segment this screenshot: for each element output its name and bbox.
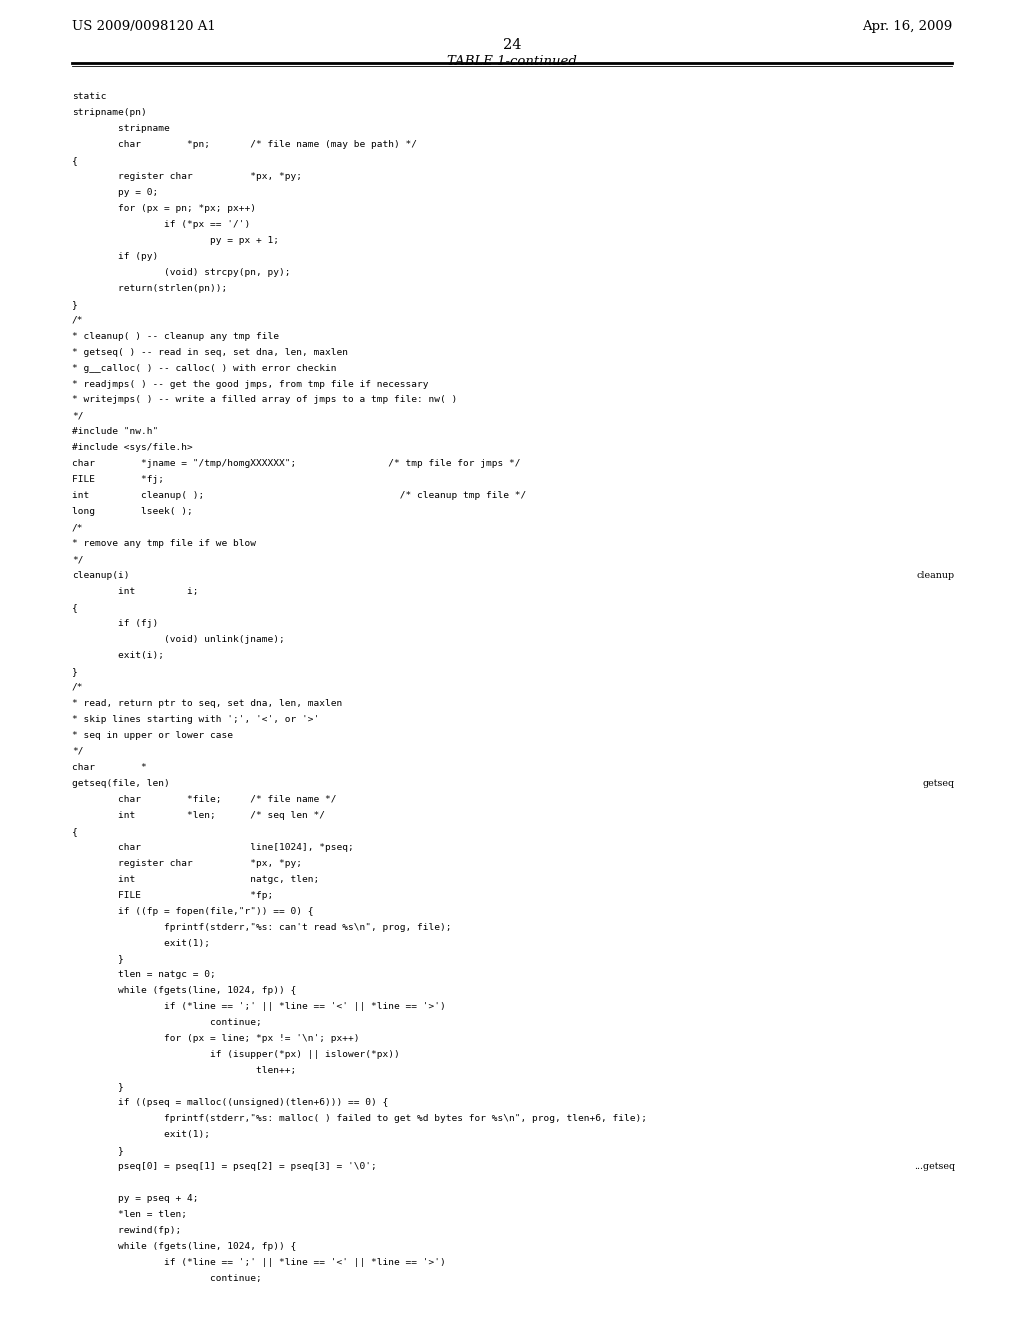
Text: * skip lines starting with ';', '<', or '>': * skip lines starting with ';', '<', or … [72,715,319,723]
Text: for (px = line; *px != '\n'; px++): for (px = line; *px != '\n'; px++) [72,1035,359,1043]
Text: (void) strcpy(pn, py);: (void) strcpy(pn, py); [72,268,291,277]
Text: long        lseek( );: long lseek( ); [72,507,193,516]
Text: py = 0;: py = 0; [72,187,159,197]
Text: FILE        *fj;: FILE *fj; [72,475,164,484]
Text: FILE                   *fp;: FILE *fp; [72,891,273,900]
Text: }: } [72,300,78,309]
Text: }: } [72,1082,124,1092]
Text: if (py): if (py) [72,252,159,261]
Text: fprintf(stderr,"%s: can't read %s\n", prog, file);: fprintf(stderr,"%s: can't read %s\n", pr… [72,923,452,932]
Text: char        *: char * [72,763,146,772]
Text: if (*px == '/'): if (*px == '/') [72,219,250,228]
Text: if (fj): if (fj) [72,619,159,628]
Text: rewind(fp);: rewind(fp); [72,1226,181,1236]
Text: * g__calloc( ) -- calloc( ) with error checkin: * g__calloc( ) -- calloc( ) with error c… [72,363,337,372]
Text: US 2009/0098120 A1: US 2009/0098120 A1 [72,20,216,33]
Text: while (fgets(line, 1024, fp)) {: while (fgets(line, 1024, fp)) { [72,1242,296,1251]
Text: exit(1);: exit(1); [72,939,210,948]
Text: char        *file;     /* file name */: char *file; /* file name */ [72,795,337,804]
Text: ...getseq: ...getseq [913,1162,955,1171]
Text: stripname(pn): stripname(pn) [72,108,146,117]
Text: py = pseq + 4;: py = pseq + 4; [72,1195,199,1203]
Text: }: } [72,1146,124,1155]
Text: {: { [72,156,78,165]
Text: while (fgets(line, 1024, fp)) {: while (fgets(line, 1024, fp)) { [72,986,296,995]
Text: char                   line[1024], *pseq;: char line[1024], *pseq; [72,842,353,851]
Text: *len = tlen;: *len = tlen; [72,1210,187,1220]
Text: #include <sys/file.h>: #include <sys/file.h> [72,444,193,453]
Text: for (px = pn; *px; px++): for (px = pn; *px; px++) [72,203,256,213]
Text: return(strlen(pn));: return(strlen(pn)); [72,284,227,293]
Text: py = px + 1;: py = px + 1; [72,236,279,244]
Text: * read, return ptr to seq, set dna, len, maxlen: * read, return ptr to seq, set dna, len,… [72,700,342,708]
Text: continue;: continue; [72,1274,262,1283]
Text: tlen = natgc = 0;: tlen = natgc = 0; [72,970,216,979]
Text: /*: /* [72,682,84,692]
Text: cleanup: cleanup [916,572,955,581]
Text: getseq: getseq [923,779,955,788]
Text: tlen++;: tlen++; [72,1067,296,1076]
Text: #include "nw.h": #include "nw.h" [72,428,159,437]
Text: int         *len;      /* seq len */: int *len; /* seq len */ [72,810,325,820]
Text: * readjmps( ) -- get the good jmps, from tmp file if necessary: * readjmps( ) -- get the good jmps, from… [72,380,428,388]
Text: */: */ [72,747,84,756]
Text: */: */ [72,556,84,564]
Text: * cleanup( ) -- cleanup any tmp file: * cleanup( ) -- cleanup any tmp file [72,331,279,341]
Text: exit(i);: exit(i); [72,651,164,660]
Text: * remove any tmp file if we blow: * remove any tmp file if we blow [72,540,256,548]
Text: {: { [72,603,78,612]
Text: if (*line == ';' || *line == '<' || *line == '>'): if (*line == ';' || *line == '<' || *lin… [72,1258,445,1267]
Text: int         cleanup( );                                  /* cleanup tmp file */: int cleanup( ); /* cleanup tmp file */ [72,491,526,500]
Text: */: */ [72,412,84,421]
Text: stripname: stripname [72,124,170,133]
Text: if ((pseq = malloc((unsigned)(tlen+6))) == 0) {: if ((pseq = malloc((unsigned)(tlen+6))) … [72,1098,388,1107]
Text: }: } [72,667,78,676]
Text: fprintf(stderr,"%s: malloc( ) failed to get %d bytes for %s\n", prog, tlen+6, fi: fprintf(stderr,"%s: malloc( ) failed to … [72,1114,647,1123]
Text: /*: /* [72,523,84,532]
Text: int                    natgc, tlen;: int natgc, tlen; [72,875,319,883]
Text: register char          *px, *py;: register char *px, *py; [72,859,302,867]
Text: if ((fp = fopen(file,"r")) == 0) {: if ((fp = fopen(file,"r")) == 0) { [72,907,313,916]
Text: register char          *px, *py;: register char *px, *py; [72,172,302,181]
Text: TABLE 1-continued: TABLE 1-continued [447,55,577,69]
Text: exit(1);: exit(1); [72,1130,210,1139]
Text: Apr. 16, 2009: Apr. 16, 2009 [862,20,952,33]
Text: 24: 24 [503,38,521,51]
Text: cleanup(i): cleanup(i) [72,572,129,581]
Text: * writejmps( ) -- write a filled array of jmps to a tmp file: nw( ): * writejmps( ) -- write a filled array o… [72,396,458,404]
Text: continue;: continue; [72,1019,262,1027]
Text: /*: /* [72,315,84,325]
Text: getseq(file, len): getseq(file, len) [72,779,170,788]
Text: int         i;: int i; [72,587,199,597]
Text: * seq in upper or lower case: * seq in upper or lower case [72,731,233,741]
Text: if (isupper(*px) || islower(*px)): if (isupper(*px) || islower(*px)) [72,1051,399,1060]
Text: {: { [72,826,78,836]
Text: pseq[0] = pseq[1] = pseq[2] = pseq[3] = '\0';: pseq[0] = pseq[1] = pseq[2] = pseq[3] = … [72,1162,377,1171]
Text: * getseq( ) -- read in seq, set dna, len, maxlen: * getseq( ) -- read in seq, set dna, len… [72,347,348,356]
Text: static: static [72,92,106,102]
Text: if (*line == ';' || *line == '<' || *line == '>'): if (*line == ';' || *line == '<' || *lin… [72,1002,445,1011]
Text: }: } [72,954,124,964]
Text: (void) unlink(jname);: (void) unlink(jname); [72,635,285,644]
Text: char        *pn;       /* file name (may be path) */: char *pn; /* file name (may be path) */ [72,140,417,149]
Text: char        *jname = "/tmp/homgXXXXXX";                /* tmp file for jmps */: char *jname = "/tmp/homgXXXXXX"; /* tmp … [72,459,520,469]
